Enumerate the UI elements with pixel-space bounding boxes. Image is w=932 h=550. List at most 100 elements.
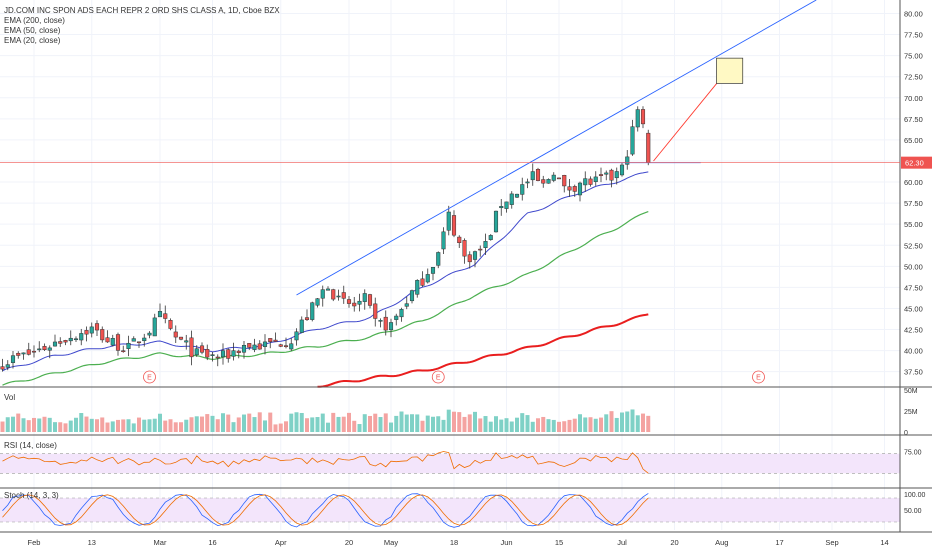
volume-bar bbox=[499, 419, 504, 432]
volume-bar bbox=[289, 413, 294, 432]
volume-bar bbox=[315, 417, 320, 432]
candle-body bbox=[446, 211, 451, 231]
drawing-tools[interactable] bbox=[296, 0, 817, 296]
candle-body bbox=[588, 178, 593, 185]
volume-bar bbox=[462, 416, 467, 432]
price-tick-label: 60.00 bbox=[904, 178, 923, 187]
volume-bar bbox=[179, 422, 183, 432]
volume-bar bbox=[147, 419, 152, 432]
candle-body bbox=[147, 332, 152, 336]
candle-body bbox=[367, 294, 373, 306]
volume-bar bbox=[425, 415, 430, 432]
price-tick-label: 45.00 bbox=[904, 304, 923, 313]
candle-body bbox=[504, 201, 509, 209]
candle-body bbox=[37, 348, 42, 351]
rsi-label[interactable]: RSI (14, close) bbox=[4, 441, 57, 450]
volume-bar bbox=[478, 418, 483, 432]
volume-bar bbox=[515, 417, 519, 432]
time-tick-label: 13 bbox=[88, 538, 96, 547]
volume-bar bbox=[299, 412, 304, 432]
volume-bar bbox=[320, 413, 325, 432]
volume-bar bbox=[420, 420, 425, 432]
volume-bar bbox=[252, 417, 257, 432]
candle-body bbox=[614, 171, 619, 179]
candle-body bbox=[52, 341, 58, 347]
candle-body bbox=[394, 315, 399, 320]
candle-body bbox=[430, 267, 436, 274]
price-tick-label: 75.00 bbox=[904, 52, 923, 61]
volume-bar bbox=[142, 419, 147, 432]
candle-body bbox=[84, 330, 89, 335]
earnings-marker-label: E bbox=[436, 375, 441, 382]
volume-bar bbox=[257, 412, 262, 432]
candle-body bbox=[68, 337, 73, 342]
legend-ema-20[interactable]: EMA (20, close) bbox=[4, 36, 61, 45]
candle-body bbox=[583, 178, 588, 186]
volume-bar bbox=[47, 417, 52, 432]
volume-bar bbox=[74, 417, 78, 432]
candle-body bbox=[451, 215, 457, 236]
volume-bar bbox=[89, 418, 94, 432]
candle-body bbox=[220, 350, 226, 358]
candle-body bbox=[58, 341, 63, 344]
stoch-band bbox=[0, 498, 900, 522]
candle-body bbox=[462, 240, 467, 257]
candle-body bbox=[457, 236, 462, 244]
candle-body bbox=[325, 288, 331, 291]
volume-bar bbox=[541, 416, 546, 432]
candle-body bbox=[646, 132, 651, 163]
volume-bar bbox=[84, 416, 89, 432]
stoch-label[interactable]: Stoch (14, 3, 3) bbox=[4, 491, 59, 500]
candle-body bbox=[598, 174, 604, 176]
candle-body bbox=[336, 295, 341, 298]
volume-bar bbox=[163, 420, 168, 432]
volume-bar bbox=[593, 418, 598, 432]
candle-body bbox=[299, 319, 304, 333]
volume-bar bbox=[536, 418, 540, 432]
time-tick-label: 15 bbox=[555, 538, 563, 547]
candle-body bbox=[304, 317, 310, 320]
volume-bar bbox=[347, 412, 351, 432]
volume-bar bbox=[415, 414, 420, 432]
candle-body bbox=[488, 235, 493, 240]
candle-body bbox=[310, 302, 315, 320]
volume-bar bbox=[630, 409, 635, 432]
candle-body bbox=[273, 339, 278, 342]
volume-bar bbox=[578, 414, 582, 432]
volume-bar bbox=[284, 421, 288, 432]
volume-bar bbox=[562, 421, 567, 432]
candle-body bbox=[436, 252, 441, 266]
volume-bar bbox=[646, 415, 651, 432]
volume-bar bbox=[341, 416, 346, 432]
candle-body bbox=[168, 320, 173, 329]
candle-body bbox=[31, 350, 37, 353]
volume-bar bbox=[625, 411, 630, 432]
volume-bar bbox=[431, 416, 435, 432]
volume-bar bbox=[467, 414, 472, 432]
time-tick-label: Sep bbox=[825, 538, 838, 547]
volume-bar bbox=[110, 421, 115, 432]
candle-body bbox=[163, 313, 168, 319]
candle-body bbox=[105, 337, 110, 343]
volume-bar bbox=[557, 421, 561, 432]
candle-body bbox=[509, 193, 514, 205]
candle-body bbox=[178, 336, 184, 340]
volume-bar bbox=[236, 417, 241, 432]
time-tick-label: Feb bbox=[28, 538, 41, 547]
candle-body bbox=[0, 366, 5, 370]
oscillator-lines bbox=[2, 451, 649, 528]
volume-bar bbox=[221, 413, 225, 432]
volume-bar bbox=[483, 416, 488, 432]
legend-ema-200[interactable]: EMA (200, close) bbox=[4, 16, 65, 25]
candle-body bbox=[404, 303, 409, 307]
candle-body bbox=[121, 350, 126, 352]
candle-body bbox=[562, 174, 567, 187]
volume-label[interactable]: Vol bbox=[4, 393, 16, 402]
legend-ema-50[interactable]: EMA (50, close) bbox=[4, 26, 61, 35]
candle-body bbox=[352, 302, 357, 307]
volume-bar bbox=[520, 413, 525, 432]
time-tick-label: Apr bbox=[275, 538, 287, 547]
volume-bar bbox=[331, 412, 336, 432]
price-tick-label: 47.50 bbox=[904, 283, 923, 292]
